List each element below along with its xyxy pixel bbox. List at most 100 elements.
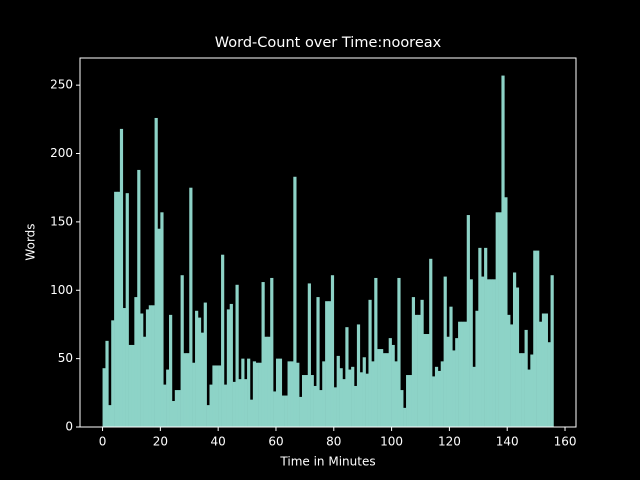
bar <box>293 176 297 427</box>
bar <box>169 314 173 427</box>
bar <box>463 321 468 427</box>
bar <box>518 353 522 427</box>
bar <box>296 362 300 427</box>
bar <box>339 368 343 427</box>
bar <box>267 336 271 427</box>
bar <box>330 275 335 427</box>
bar <box>180 275 184 427</box>
bar <box>374 277 378 427</box>
bar <box>304 375 309 427</box>
x-tick-label: 80 <box>326 435 341 449</box>
bar <box>328 301 332 427</box>
bar <box>547 342 551 427</box>
bar <box>420 299 424 427</box>
bar <box>486 279 491 427</box>
bar <box>403 407 407 427</box>
bar <box>157 228 161 427</box>
bar <box>261 282 265 427</box>
bar <box>440 361 444 427</box>
bar <box>354 385 358 427</box>
bar <box>200 332 205 427</box>
bar <box>455 338 459 427</box>
bar <box>489 279 494 427</box>
bar <box>536 250 540 427</box>
bar <box>287 361 291 427</box>
bar <box>307 283 311 427</box>
bar <box>273 391 277 427</box>
bar <box>319 390 323 427</box>
bar <box>238 379 242 427</box>
bar <box>218 365 222 427</box>
bar <box>550 275 554 427</box>
bar <box>151 305 155 427</box>
bar <box>362 357 366 427</box>
bar <box>258 362 262 427</box>
bar <box>533 250 537 427</box>
bar <box>512 272 517 427</box>
bar <box>183 353 187 427</box>
bar <box>345 327 349 427</box>
bar <box>255 362 259 427</box>
y-tick-label: 50 <box>58 351 73 365</box>
bar <box>411 297 416 427</box>
bar <box>244 379 248 427</box>
bar <box>108 405 112 427</box>
bar <box>134 297 138 427</box>
bar <box>223 384 228 427</box>
bar <box>281 395 285 427</box>
bar <box>400 390 404 427</box>
bar <box>189 187 193 427</box>
y-tick-label: 250 <box>50 78 73 92</box>
bar <box>478 247 482 427</box>
bar <box>449 306 453 427</box>
bar <box>241 358 245 427</box>
bar <box>492 279 496 427</box>
bar <box>397 277 401 427</box>
bar <box>443 276 447 427</box>
bar <box>333 387 337 427</box>
y-tick-label: 150 <box>50 214 73 228</box>
bar <box>145 309 150 427</box>
bar <box>342 379 346 427</box>
bar <box>203 302 207 427</box>
bar <box>460 321 465 427</box>
bar <box>114 191 118 427</box>
bar <box>406 375 410 427</box>
bar <box>301 375 306 427</box>
bar <box>148 305 152 427</box>
bar <box>348 369 352 427</box>
bar <box>160 212 164 427</box>
bar <box>504 197 508 427</box>
bar <box>299 396 303 427</box>
bar <box>226 309 231 427</box>
bar <box>192 362 196 427</box>
bar <box>530 354 534 427</box>
bar <box>414 314 418 427</box>
bar <box>249 399 254 427</box>
bar <box>380 349 384 427</box>
bar <box>119 128 124 427</box>
bar <box>495 212 499 427</box>
bar <box>105 340 109 427</box>
bar <box>426 334 430 427</box>
bar <box>385 353 389 427</box>
bar <box>186 353 190 427</box>
bar <box>521 353 525 427</box>
bar <box>475 310 479 427</box>
bar <box>215 365 219 427</box>
bar <box>235 284 239 427</box>
bar <box>481 276 485 427</box>
bar <box>247 358 251 427</box>
bar <box>524 329 528 427</box>
bar <box>408 375 413 427</box>
bar <box>434 366 439 427</box>
bar <box>174 390 178 427</box>
x-tick-label: 140 <box>496 435 519 449</box>
bar <box>466 215 470 427</box>
bar <box>166 369 170 427</box>
bar <box>539 321 543 427</box>
bar <box>131 344 135 427</box>
bar <box>116 191 121 427</box>
bar <box>195 310 199 427</box>
